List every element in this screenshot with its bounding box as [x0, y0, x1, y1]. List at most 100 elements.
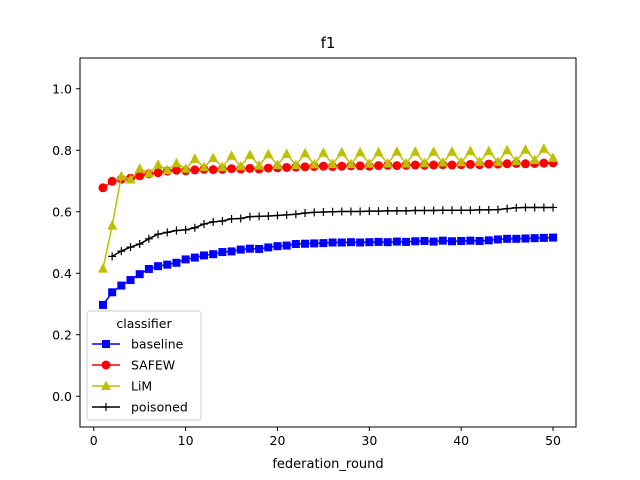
data-point-lim: [391, 146, 402, 156]
data-point-safew: [410, 160, 420, 170]
chart-title: f1: [321, 34, 336, 52]
data-point-poisoned: [135, 240, 144, 249]
data-point-lim: [538, 143, 549, 153]
data-point-safew: [392, 161, 402, 171]
legend-marker-swatch: [102, 340, 110, 348]
legend: classifier baseline SAFEW LiM poisoned: [86, 310, 202, 421]
data-point-lim: [171, 157, 182, 168]
data-point-poisoned: [530, 203, 539, 212]
data-point-lim: [529, 154, 540, 165]
data-point-poisoned: [126, 243, 135, 252]
data-point-lim: [456, 156, 467, 167]
data-point-baseline: [530, 234, 539, 243]
data-point-baseline: [172, 258, 181, 267]
data-point-lim: [217, 161, 228, 172]
data-point-poisoned: [108, 252, 117, 261]
y-tick-label: 0.6: [52, 204, 72, 219]
data-point-lim: [199, 161, 209, 172]
y-tick-label: 1.0: [52, 81, 72, 96]
data-point-poisoned: [291, 210, 300, 219]
data-point-baseline: [135, 270, 144, 279]
data-point-lim: [345, 158, 356, 169]
plot-area: [97, 143, 559, 309]
data-point-poisoned: [402, 206, 411, 215]
data-point-lim: [281, 148, 292, 158]
data-point-baseline: [521, 234, 530, 243]
data-point-poisoned: [236, 214, 245, 223]
data-point-poisoned: [200, 220, 208, 229]
data-point-lim: [511, 155, 522, 166]
data-point-baseline: [190, 253, 199, 262]
data-point-baseline: [337, 238, 346, 247]
legend-entry-poisoned: poisoned: [92, 400, 188, 415]
data-point-lim: [318, 147, 329, 157]
data-point-lim: [401, 157, 412, 168]
data-point-poisoned: [181, 225, 190, 234]
data-point-lim: [520, 144, 531, 154]
data-point-baseline: [503, 234, 512, 243]
data-point-baseline: [181, 255, 190, 264]
data-point-lim: [327, 158, 338, 169]
data-point-safew: [245, 163, 255, 173]
data-point-safew: [263, 163, 273, 173]
data-point-poisoned: [484, 205, 493, 214]
data-point-lim: [107, 220, 118, 230]
x-tick-label: 20: [270, 433, 286, 448]
data-point-safew: [502, 159, 512, 169]
x-axis-ticks: 0 10 20 30 40 50: [90, 427, 561, 448]
data-point-baseline: [411, 237, 420, 246]
data-point-baseline: [319, 239, 328, 248]
axes-frame: [79, 57, 577, 428]
data-point-poisoned: [420, 206, 429, 215]
data-point-lim: [153, 159, 164, 169]
data-point-poisoned: [475, 205, 484, 214]
data-point-poisoned: [190, 223, 199, 232]
data-point-lim: [465, 145, 476, 156]
series-poisoned: [108, 203, 558, 261]
data-point-poisoned: [245, 212, 254, 221]
data-point-safew: [318, 161, 328, 171]
data-point-lim: [355, 146, 366, 157]
data-point-baseline: [457, 236, 466, 245]
data-point-baseline: [163, 260, 172, 269]
data-point-poisoned: [383, 206, 392, 215]
x-tick-label: 50: [545, 433, 561, 448]
data-point-lim: [300, 147, 311, 158]
data-point-poisoned: [154, 230, 163, 239]
data-point-baseline: [209, 250, 218, 259]
legend-label: SAFEW: [131, 358, 175, 373]
data-point-poisoned: [163, 228, 172, 237]
data-point-lim: [226, 150, 237, 160]
legend-label: poisoned: [131, 400, 188, 415]
data-point-safew: [153, 168, 163, 178]
data-point-poisoned: [144, 234, 153, 243]
data-point-safew: [190, 165, 200, 175]
data-point-baseline: [328, 238, 337, 247]
data-point-lim: [364, 158, 375, 168]
data-point-safew: [300, 162, 310, 172]
data-point-baseline: [346, 238, 355, 247]
data-point-safew: [337, 161, 347, 171]
data-point-baseline: [402, 237, 411, 246]
data-point-baseline: [429, 237, 438, 246]
y-tick-label: 0.4: [52, 266, 72, 281]
data-point-poisoned: [273, 211, 282, 220]
data-point-lim: [272, 159, 283, 170]
data-point-baseline: [374, 237, 383, 246]
data-point-poisoned: [429, 206, 438, 215]
series-lim: [97, 143, 559, 273]
data-point-baseline: [273, 242, 282, 251]
data-point-safew: [539, 158, 549, 168]
data-point-lim: [162, 164, 173, 175]
data-point-baseline: [356, 238, 365, 247]
data-point-lim: [143, 167, 154, 178]
data-point-lim: [263, 148, 274, 159]
data-point-baseline: [448, 237, 456, 246]
data-point-safew: [282, 162, 292, 172]
y-axis-ticks: 0.0 0.2 0.4 0.6 0.8 1.0: [52, 81, 80, 404]
data-point-poisoned: [374, 207, 383, 216]
data-point-poisoned: [301, 208, 310, 217]
data-point-poisoned: [227, 214, 236, 223]
data-point-baseline: [264, 243, 273, 252]
legend-entry-baseline: baseline: [92, 337, 184, 352]
